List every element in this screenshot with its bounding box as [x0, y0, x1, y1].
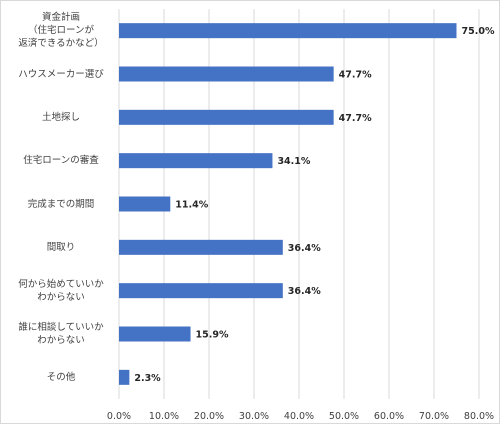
data-label: 36.4%	[288, 286, 321, 297]
bar	[119, 283, 283, 299]
category-label: その他	[46, 371, 76, 383]
x-tick-label: 50.0%	[329, 411, 359, 422]
x-tick-label: 70.0%	[419, 411, 449, 422]
category-label: 間取り	[46, 241, 76, 253]
x-tick-label: 20.0%	[194, 411, 224, 422]
data-label: 36.4%	[288, 243, 321, 254]
x-tick-label: 30.0%	[239, 411, 269, 422]
x-tick-label: 80.0%	[464, 411, 494, 422]
category-label: 住宅ローンの審査	[23, 155, 99, 167]
bar	[119, 196, 171, 212]
bar	[119, 66, 334, 82]
bar	[119, 369, 130, 385]
x-tick-label: 60.0%	[374, 411, 404, 422]
category-label: 完成までの期間	[27, 198, 95, 210]
data-label: 2.3%	[134, 373, 161, 384]
data-label: 34.1%	[277, 156, 310, 167]
data-label: 11.4%	[175, 200, 208, 211]
bar	[119, 23, 457, 39]
category-label: 土地探し	[41, 111, 80, 123]
bar	[119, 153, 273, 169]
data-label: 15.9%	[196, 330, 229, 341]
data-label: 75.0%	[462, 26, 495, 37]
category-label: 資金計画 （住宅ローンが 返済できるかなど）	[18, 12, 104, 50]
category-label: 何から始めていいか わからない	[18, 278, 104, 303]
category-label: ハウスメーカー選び	[18, 68, 104, 80]
bar	[119, 239, 283, 255]
x-tick-label: 10.0%	[149, 411, 179, 422]
data-label: 47.7%	[339, 113, 372, 124]
category-label: 誰に相談していいか わからない	[18, 322, 104, 346]
bar	[119, 109, 334, 125]
x-tick-label: 0.0%	[107, 411, 131, 422]
bar	[119, 326, 191, 342]
x-tick-label: 40.0%	[284, 411, 314, 422]
data-label: 47.7%	[339, 70, 372, 81]
